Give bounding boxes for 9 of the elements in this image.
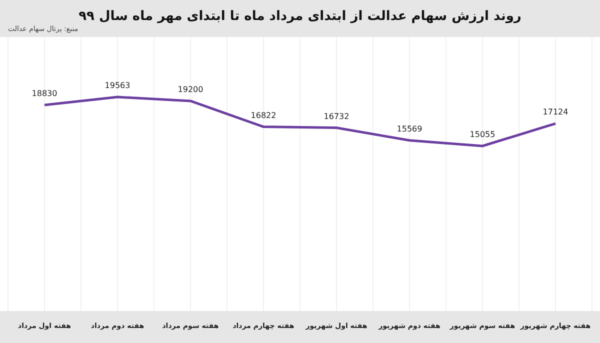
data-label: 16732 xyxy=(324,112,350,121)
data-label: 15569 xyxy=(396,124,422,134)
data-label: 18830 xyxy=(32,88,58,98)
data-label: 19200 xyxy=(178,84,204,94)
data-label: 15055 xyxy=(470,130,496,139)
data-label: 19563 xyxy=(104,81,130,90)
data-label: 16822 xyxy=(250,110,276,120)
chart-title: روند ارزش سهام عدالت از ابتدای مرداد ماه تا ابتدای مهر ماه سال ۹۹ xyxy=(78,9,522,24)
data-label: 17124 xyxy=(542,108,568,117)
